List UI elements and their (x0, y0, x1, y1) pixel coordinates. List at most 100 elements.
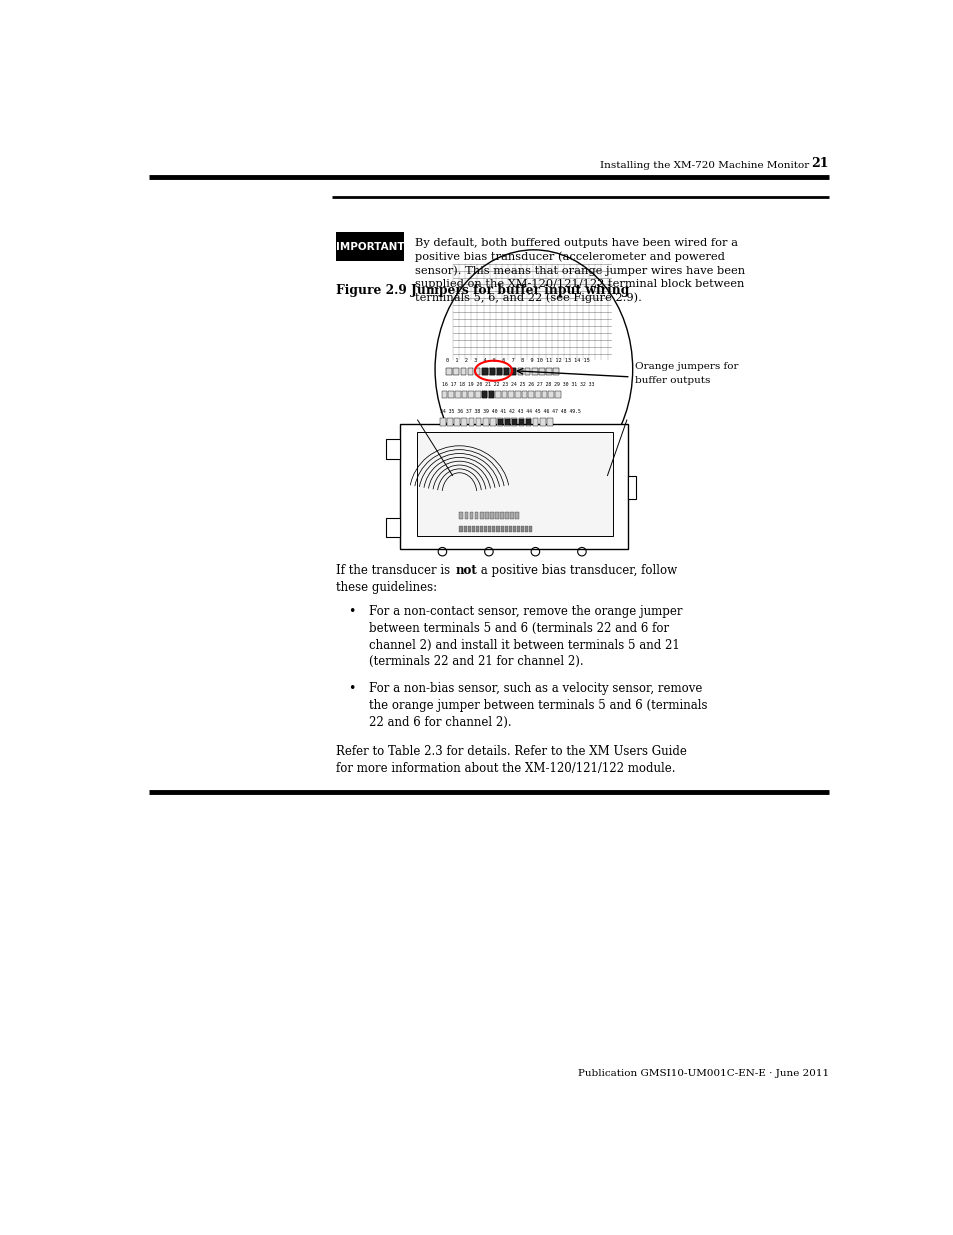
Text: If the transducer is: If the transducer is (335, 564, 454, 577)
Bar (453, 368, 458, 375)
Bar (489, 368, 495, 375)
Bar (511, 419, 517, 426)
Text: For a non-contact sensor, remove the orange jumper: For a non-contact sensor, remove the ora… (369, 605, 681, 619)
Bar (505, 438, 511, 446)
Text: 34 35 36 37 38 39 40 41 42 43 44 45 46 47 48 49.5: 34 35 36 37 38 39 40 41 42 43 44 45 46 4… (439, 409, 580, 414)
Bar (504, 419, 510, 426)
Bar (525, 419, 531, 425)
Bar (496, 368, 501, 375)
Bar (500, 526, 503, 531)
Bar (479, 513, 483, 520)
Bar (467, 526, 470, 531)
Bar (482, 419, 488, 426)
Bar (499, 513, 503, 520)
Bar (481, 391, 487, 398)
Bar (524, 368, 530, 375)
Bar (469, 513, 473, 520)
Text: Publication GMSI10-UM001C-EN-E · June 2011: Publication GMSI10-UM001C-EN-E · June 20… (578, 1068, 828, 1078)
Bar (538, 368, 544, 375)
Bar (518, 419, 523, 426)
Bar (489, 513, 493, 520)
Text: 16 17 18 19 20 21 22 23 24 25 26 27 28 29 30 31 32 33: 16 17 18 19 20 21 22 23 24 25 26 27 28 2… (441, 382, 594, 387)
Bar (492, 526, 495, 531)
Bar (539, 419, 545, 426)
Bar (548, 390, 554, 398)
Text: 0  1  2  3  4  5  6  7  8  9 10 11 12 13 14 15: 0 1 2 3 4 5 6 7 8 9 10 11 12 13 14 15 (446, 358, 590, 363)
Bar (501, 390, 507, 398)
Bar (475, 390, 480, 398)
Bar (541, 390, 547, 398)
Bar (503, 368, 509, 374)
Text: Refer to Table 2.3 for details. Refer to the XM Users Guide: Refer to Table 2.3 for details. Refer to… (335, 745, 686, 758)
Bar (488, 390, 494, 398)
Bar (482, 368, 487, 374)
Text: the orange jumper between terminals 5 and 6 (terminals: the orange jumper between terminals 5 an… (369, 699, 706, 711)
Bar (497, 368, 501, 374)
Bar (628, 475, 636, 499)
Bar (461, 419, 467, 426)
Bar (503, 368, 509, 375)
Text: IMPORTANT: IMPORTANT (335, 242, 404, 252)
Bar (497, 419, 502, 425)
Bar (470, 438, 476, 446)
Text: for more information about the XM-120/121/122 module.: for more information about the XM-120/12… (335, 762, 675, 774)
Text: •: • (348, 605, 355, 619)
Bar (504, 526, 507, 531)
Bar (385, 517, 399, 537)
Bar (553, 368, 558, 375)
Text: buffer outputs: buffer outputs (634, 375, 709, 384)
Text: terminals 5, 6, and 22 (see Figure 2.9).: terminals 5, 6, and 22 (see Figure 2.9). (415, 293, 641, 303)
Bar (481, 390, 487, 398)
Text: channel 2) and install it between terminals 5 and 21: channel 2) and install it between termin… (369, 638, 679, 652)
Text: positive bias transducer (accelerometer and powered: positive bias transducer (accelerometer … (415, 252, 724, 262)
Text: •: • (348, 683, 355, 695)
Bar (525, 526, 528, 531)
Text: (terminals 22 and 21 for channel 2).: (terminals 22 and 21 for channel 2). (369, 655, 583, 668)
Bar (460, 368, 466, 375)
Bar (534, 438, 539, 446)
Bar (489, 368, 495, 374)
Text: For a non-bias sensor, such as a velocity sensor, remove: For a non-bias sensor, such as a velocit… (369, 683, 701, 695)
Text: not: not (455, 564, 476, 577)
Bar (517, 526, 519, 531)
Bar (484, 513, 488, 520)
Bar (510, 368, 516, 375)
Bar (463, 526, 466, 531)
Text: sensor). This means that orange jumper wires have been: sensor). This means that orange jumper w… (415, 266, 744, 275)
Bar (504, 419, 510, 425)
Bar (546, 419, 552, 426)
Bar (495, 513, 498, 520)
Bar (488, 526, 491, 531)
Bar (488, 391, 494, 398)
Text: Installing the XM-720 Machine Monitor: Installing the XM-720 Machine Monitor (599, 161, 808, 169)
Bar (529, 526, 532, 531)
Bar (476, 419, 481, 426)
Bar (467, 368, 473, 375)
Bar (497, 419, 502, 426)
Bar (468, 390, 474, 398)
Bar (468, 419, 474, 426)
Bar (513, 438, 518, 446)
Bar (519, 438, 525, 446)
Bar (525, 419, 531, 426)
Text: Orange jumpers for: Orange jumpers for (634, 362, 738, 370)
Bar (508, 526, 512, 531)
Text: 21: 21 (810, 157, 827, 169)
Bar (475, 368, 480, 375)
Bar (512, 419, 517, 425)
Bar (472, 526, 475, 531)
Bar (439, 419, 445, 426)
Bar (513, 526, 516, 531)
Bar (504, 513, 508, 520)
Text: By default, both buffered outputs have been wired for a: By default, both buffered outputs have b… (415, 238, 738, 248)
Bar (461, 390, 467, 398)
Bar (481, 368, 487, 375)
Bar (495, 390, 500, 398)
Bar (385, 440, 399, 458)
Bar (517, 368, 522, 375)
Bar (446, 368, 452, 375)
Bar (532, 368, 537, 375)
Bar (464, 513, 468, 520)
Bar (448, 390, 454, 398)
Bar (527, 438, 533, 446)
